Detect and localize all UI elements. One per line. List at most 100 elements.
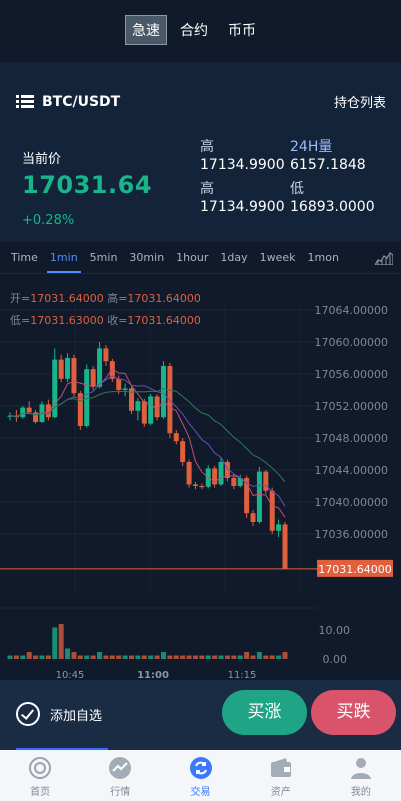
current-price-tag bbox=[317, 559, 393, 577]
tab-flash[interactable]: 急速 bbox=[125, 15, 167, 45]
volume-bar bbox=[160, 652, 166, 659]
candle-body bbox=[77, 393, 83, 426]
volume-bar bbox=[58, 624, 64, 659]
nav-home[interactable]: 首页 bbox=[0, 750, 80, 801]
add-watchlist-button[interactable]: 添加自选 bbox=[16, 702, 102, 726]
ma-line bbox=[9, 375, 286, 507]
stat-high-2-value: 17134.9900 bbox=[200, 199, 285, 215]
volume-bar bbox=[199, 655, 205, 659]
mode-tabs: 急速 合约 币币 bbox=[125, 15, 263, 45]
timeframe-tabs: Time 1min 5min 30min 1hour 1day 1week 1m… bbox=[11, 242, 351, 273]
stat-high-2-label: 高 bbox=[200, 181, 214, 197]
tab-1week[interactable]: 1week bbox=[259, 251, 296, 264]
volume-bar bbox=[276, 655, 282, 659]
tab-1hour[interactable]: 1hour bbox=[176, 251, 209, 264]
x-tick-label: 10:45 bbox=[56, 670, 85, 680]
volume-bar bbox=[103, 655, 109, 659]
candle-body bbox=[231, 478, 237, 486]
volume-bar bbox=[263, 655, 269, 659]
stat-high-value: 17134.9900 bbox=[200, 157, 285, 173]
pair-selector[interactable]: BTC/USDT bbox=[16, 94, 120, 110]
volume-bar bbox=[65, 648, 71, 659]
current-price-label: 当前价 bbox=[22, 152, 62, 167]
current-price-tag-text: 17031.64000 bbox=[318, 563, 391, 576]
candle-body bbox=[20, 407, 26, 418]
candle-body bbox=[109, 361, 115, 379]
candle-body bbox=[52, 359, 58, 418]
positions-link[interactable]: 持仓列表 bbox=[333, 96, 386, 111]
candle-body bbox=[45, 404, 51, 418]
tab-1mon[interactable]: 1mon bbox=[307, 251, 339, 264]
volume-bar bbox=[173, 655, 179, 659]
nav-market[interactable]: 行情 bbox=[80, 750, 160, 801]
candle-body bbox=[237, 478, 243, 486]
ohlc-row-2: 低=17031.63000 收=17031.64000 bbox=[10, 312, 201, 328]
tab-1min[interactable]: 1min bbox=[46, 242, 81, 273]
buy-down-button[interactable]: 买跌 bbox=[311, 690, 396, 735]
candle-body bbox=[26, 407, 32, 413]
volume-bar bbox=[129, 655, 135, 659]
candle-body bbox=[84, 369, 90, 426]
stat-low-value: 16893.0000 bbox=[290, 199, 375, 215]
tab-1day[interactable]: 1day bbox=[220, 251, 248, 264]
ohlc-close: 17031.64000 bbox=[127, 314, 201, 327]
nav-market-label: 行情 bbox=[110, 787, 131, 798]
y-tick-label: 17044.00000 bbox=[315, 464, 388, 477]
tab-indicator bbox=[16, 748, 108, 750]
volume-bar bbox=[218, 655, 224, 659]
nav-assets[interactable]: 资产 bbox=[241, 750, 321, 801]
tab-time[interactable]: Time bbox=[11, 251, 38, 264]
kline-chart[interactable]: 开=17031.64000 高=17031.64000 低=17031.6300… bbox=[0, 274, 401, 681]
tab-contract[interactable]: 合约 bbox=[180, 23, 208, 39]
depth-chart-icon[interactable] bbox=[375, 251, 393, 265]
candle-body bbox=[263, 471, 269, 491]
market-icon bbox=[109, 757, 132, 779]
volume-bar bbox=[167, 655, 173, 659]
tab-30min[interactable]: 30min bbox=[129, 251, 165, 264]
volume-bar bbox=[237, 655, 243, 659]
y-tick-label: 17060.00000 bbox=[315, 336, 388, 349]
stat-high-label: 高 bbox=[200, 139, 214, 155]
stat-high-2: 高 17134.9900 bbox=[200, 180, 290, 216]
volume-bar bbox=[71, 652, 77, 659]
bottom-nav: 首页 行情 交易 资产 bbox=[0, 750, 401, 801]
ohlc-high-label: 高= bbox=[107, 292, 128, 305]
candle-body bbox=[122, 388, 128, 390]
candle-body bbox=[116, 378, 122, 390]
candle-body bbox=[180, 441, 186, 462]
nav-profile-label: 我的 bbox=[350, 787, 371, 798]
candle-body bbox=[90, 369, 96, 387]
price-change: +0.28% bbox=[22, 213, 75, 228]
candle-body bbox=[71, 358, 77, 394]
tab-5min[interactable]: 5min bbox=[89, 251, 118, 264]
add-watchlist-label: 添加自选 bbox=[50, 708, 103, 724]
wallet-icon bbox=[270, 758, 291, 777]
y-tick-label: 17056.00000 bbox=[315, 368, 388, 381]
y-tick-label: 17040.00000 bbox=[315, 496, 388, 509]
volume-bar bbox=[33, 655, 39, 659]
volume-bar bbox=[116, 655, 122, 659]
volume-bar bbox=[256, 652, 262, 659]
volume-bar bbox=[282, 652, 288, 659]
nav-profile[interactable]: 我的 bbox=[321, 750, 401, 801]
buy-up-button[interactable]: 买涨 bbox=[222, 690, 307, 735]
list-icon[interactable] bbox=[16, 94, 34, 109]
market-stats: 高 17134.9900 24H量 6157.1848 高 17134.9900… bbox=[200, 138, 380, 216]
volume-bar bbox=[20, 655, 26, 659]
volume-tick-label: 10.00 bbox=[319, 624, 351, 637]
action-bar: 添加自选 买涨 买跌 bbox=[0, 680, 401, 750]
candle-body bbox=[276, 524, 282, 531]
volume-bar bbox=[135, 655, 141, 659]
tab-spot[interactable]: 币币 bbox=[228, 23, 256, 39]
candle-body bbox=[256, 471, 262, 522]
y-tick-label: 17048.00000 bbox=[315, 432, 388, 445]
mode-bar: 急速 合约 币币 bbox=[0, 0, 401, 62]
nav-trade[interactable]: 交易 bbox=[160, 750, 240, 801]
volume-bar bbox=[13, 655, 19, 659]
candle-body bbox=[186, 462, 192, 485]
stat-high: 高 17134.9900 bbox=[200, 138, 290, 174]
volume-bar bbox=[7, 655, 13, 659]
nav-assets-label: 资产 bbox=[270, 787, 291, 798]
candle-body bbox=[58, 359, 64, 379]
candle-body bbox=[33, 412, 39, 422]
